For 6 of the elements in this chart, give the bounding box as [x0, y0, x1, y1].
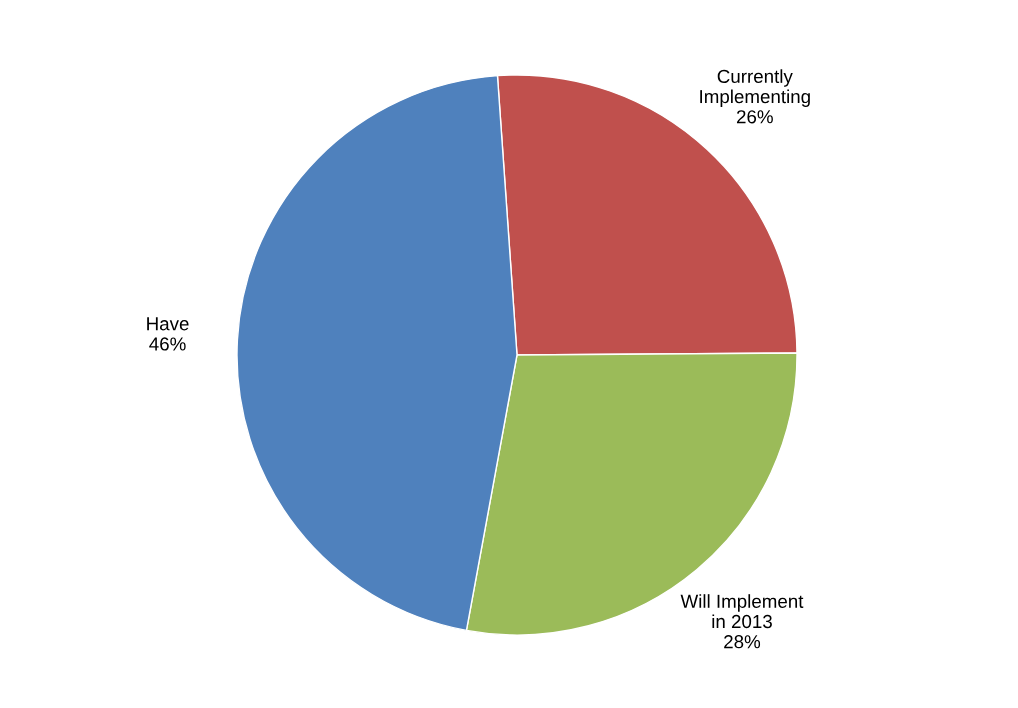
slice-label: Currently Implementing	[700, 69, 810, 107]
data-label: 46%	[149, 337, 186, 351]
data-label: 28%	[724, 635, 761, 649]
slice-label: Will Implement in 2013	[680, 594, 804, 629]
slice-label: Have	[147, 317, 189, 331]
data-label: 26%	[736, 110, 773, 124]
